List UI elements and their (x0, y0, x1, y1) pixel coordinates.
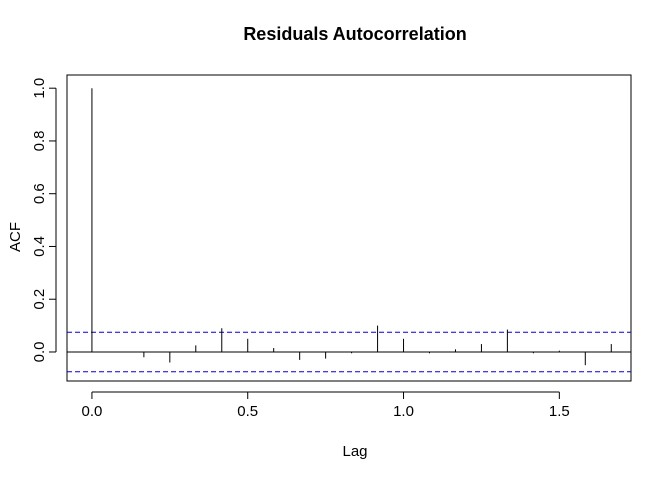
y-axis-label: ACF (7, 222, 24, 252)
y-tick-label: 0.8 (31, 131, 48, 152)
x-tick-label: 1.5 (549, 403, 570, 420)
y-tick-label: 0.4 (31, 236, 48, 257)
y-axis: 0.0 0.2 0.4 0.6 0.8 1.0 (31, 78, 57, 363)
x-tick-label: 1.0 (393, 403, 414, 420)
x-axis-label: Lag (342, 443, 367, 460)
x-tick-label: 0.0 (81, 403, 102, 420)
y-tick-label: 0.6 (31, 183, 48, 204)
y-tick-label: 0.0 (31, 342, 48, 363)
x-tick-label: 0.5 (237, 403, 258, 420)
x-axis: 0.0 0.5 1.0 1.5 (81, 391, 570, 420)
plot-frame (66, 74, 632, 382)
acf-bars (67, 88, 631, 373)
y-tick-label: 1.0 (31, 78, 48, 99)
chart-title: Residuals Autocorrelation (243, 24, 466, 44)
y-tick-label: 0.2 (31, 289, 48, 310)
